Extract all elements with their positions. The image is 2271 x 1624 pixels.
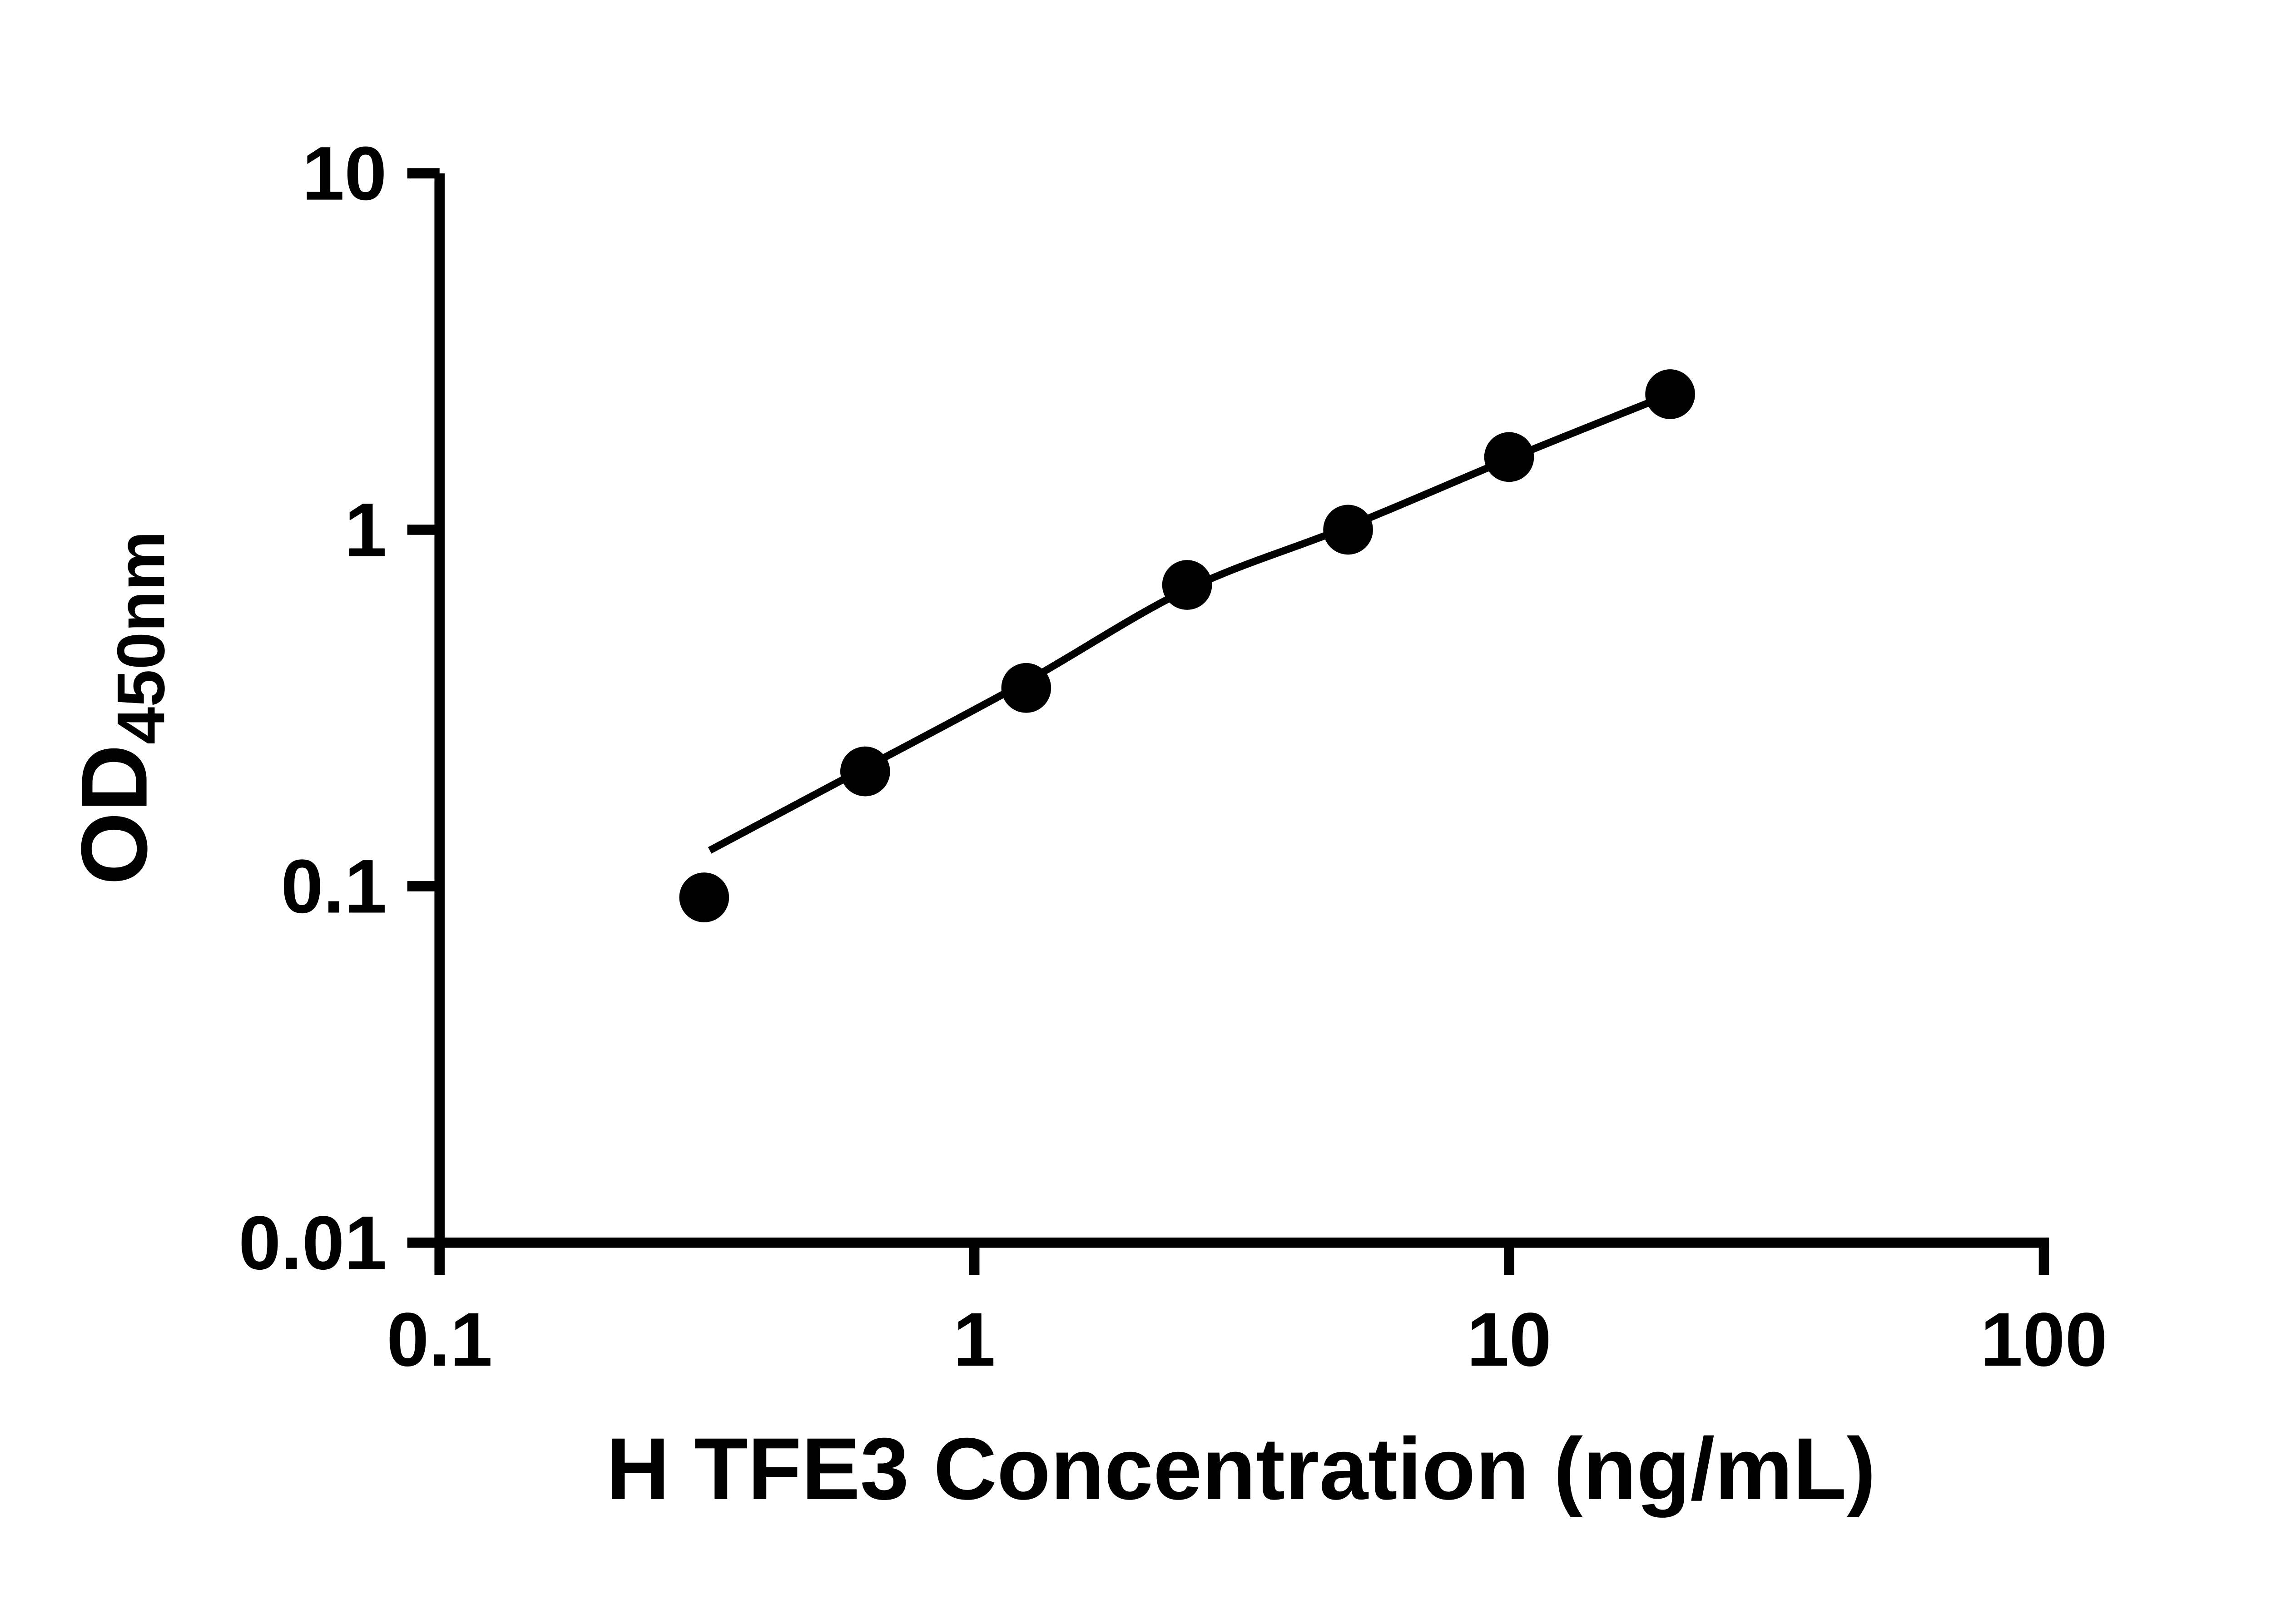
data-point: [679, 872, 729, 922]
data-point: [1484, 432, 1534, 482]
x-axis-title: H TFE3 Concentration (ng/mL): [606, 1420, 1876, 1518]
y-axis-title-subscript: 450nm: [104, 531, 179, 744]
data-point: [1645, 369, 1695, 419]
y-tick-label: 1: [344, 487, 387, 573]
data-point: [840, 746, 890, 797]
x-tick-label: 10: [1467, 1297, 1552, 1382]
y-tick-label: 0.1: [281, 844, 387, 929]
y-tick-label: 0.01: [238, 1200, 387, 1285]
data-point: [1323, 505, 1373, 555]
tick-marks: [407, 168, 2049, 1275]
plot-area: [679, 369, 1695, 922]
y-axis-title: OD450nm: [62, 531, 179, 885]
x-tick-label: 100: [1980, 1297, 2107, 1382]
axes: [434, 173, 2049, 1248]
y-axis-title-main: OD: [62, 744, 167, 885]
data-point: [1162, 560, 1212, 610]
y-tick-label: 10: [302, 131, 387, 216]
data-point: [1001, 663, 1051, 713]
x-tick-label: 0.1: [387, 1297, 492, 1382]
x-tick-label: 1: [953, 1297, 996, 1382]
